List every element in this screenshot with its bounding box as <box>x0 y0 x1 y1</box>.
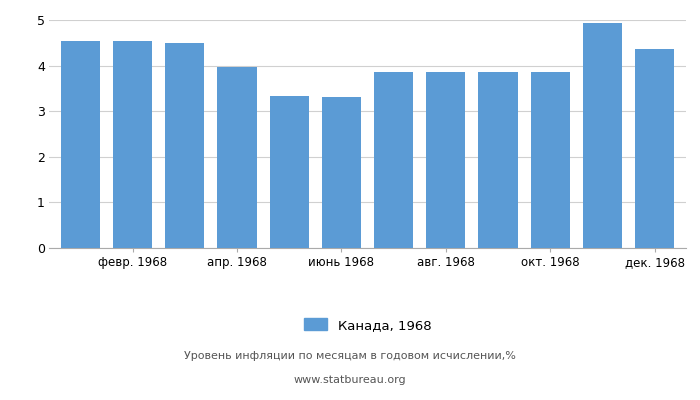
Bar <box>583 23 622 248</box>
Bar <box>635 49 674 248</box>
Bar <box>113 40 152 248</box>
Legend: Канада, 1968: Канада, 1968 <box>304 318 431 332</box>
Text: Уровень инфляции по месяцам в годовом исчислении,%: Уровень инфляции по месяцам в годовом ис… <box>184 351 516 361</box>
Text: www.statbureau.org: www.statbureau.org <box>294 375 406 385</box>
Bar <box>374 72 413 248</box>
Bar <box>531 72 570 248</box>
Bar <box>322 97 361 248</box>
Bar <box>218 68 256 248</box>
Bar <box>479 72 517 248</box>
Bar <box>426 72 466 248</box>
Bar <box>270 96 309 248</box>
Bar <box>61 40 100 248</box>
Bar <box>165 43 204 248</box>
